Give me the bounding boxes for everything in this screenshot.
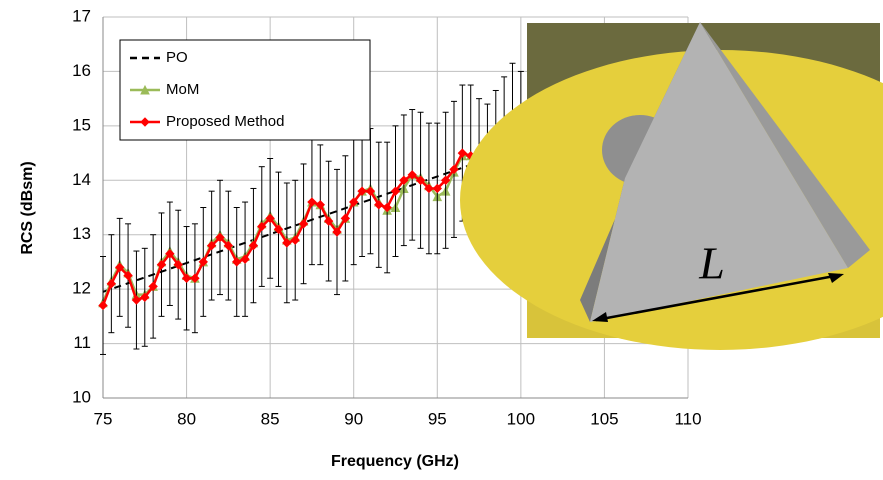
marker (307, 197, 317, 207)
marker (223, 240, 234, 251)
x-tick-label: 105 (590, 409, 618, 428)
marker (98, 300, 108, 311)
marker (390, 186, 401, 196)
marker (181, 273, 192, 283)
marker (440, 175, 451, 185)
y-tick-label: 13 (72, 224, 91, 243)
marker (156, 259, 167, 270)
y-tick-label: 12 (72, 279, 91, 298)
inset-photo: L (460, 22, 883, 350)
marker (140, 292, 150, 303)
marker (407, 170, 417, 180)
pyramid-left (580, 22, 700, 322)
legend-box (119, 39, 371, 141)
marker (106, 278, 117, 289)
marker (365, 186, 376, 196)
marker (399, 175, 409, 185)
marker (131, 295, 142, 305)
marker (282, 238, 292, 248)
marker (298, 219, 309, 229)
marker (349, 197, 359, 207)
marker (140, 117, 150, 127)
marker (382, 202, 392, 213)
pyramid-right (700, 22, 870, 268)
marker (415, 175, 426, 185)
y-axis-title: RCS (dBsm) (19, 161, 36, 254)
x-tick-label: 80 (177, 409, 196, 428)
marker (315, 200, 325, 210)
marker (190, 273, 200, 283)
x-axis-title: Frequency (GHz) (331, 453, 459, 470)
marker (248, 240, 259, 251)
marker (257, 221, 267, 232)
marker (432, 183, 442, 194)
marker (265, 213, 275, 224)
marker (323, 216, 334, 226)
x-tick-label: 100 (507, 409, 535, 428)
x-tick-label: 90 (344, 409, 363, 428)
marker (357, 186, 367, 196)
marker (374, 200, 384, 210)
marker (123, 270, 133, 281)
y-tick-label: 10 (72, 387, 91, 406)
marker (424, 183, 434, 194)
photo-arrow (595, 273, 841, 322)
marker (215, 232, 225, 243)
pyramid-front (590, 22, 848, 322)
marker (240, 254, 250, 264)
marker (332, 227, 342, 237)
marker (340, 213, 351, 224)
marker (173, 259, 183, 270)
marker (140, 84, 150, 95)
legend-text: Proposed Method (166, 113, 284, 130)
x-tick-label: 110 (674, 409, 701, 428)
marker (457, 148, 468, 158)
arrow-head (828, 273, 844, 283)
marker (165, 249, 175, 259)
arrow-head (592, 312, 608, 322)
legend-text: PO (166, 49, 188, 66)
y-tick-label: 16 (72, 61, 91, 80)
marker (115, 262, 125, 273)
marker (273, 224, 284, 234)
marker (206, 240, 217, 251)
marker (232, 257, 242, 267)
y-tick-label: 17 (72, 6, 91, 25)
marker (148, 281, 158, 292)
marker (290, 235, 300, 245)
y-tick-label: 11 (73, 333, 91, 352)
marker (198, 257, 208, 267)
x-tick-label: 95 (428, 409, 447, 428)
inset-label: L (698, 238, 725, 289)
x-tick-label: 85 (261, 409, 280, 428)
y-tick-label: 15 (72, 115, 91, 134)
legend-text: MoM (166, 81, 199, 98)
marker (449, 164, 459, 175)
y-tick-label: 14 (72, 170, 91, 189)
x-tick-label: 75 (94, 409, 113, 428)
